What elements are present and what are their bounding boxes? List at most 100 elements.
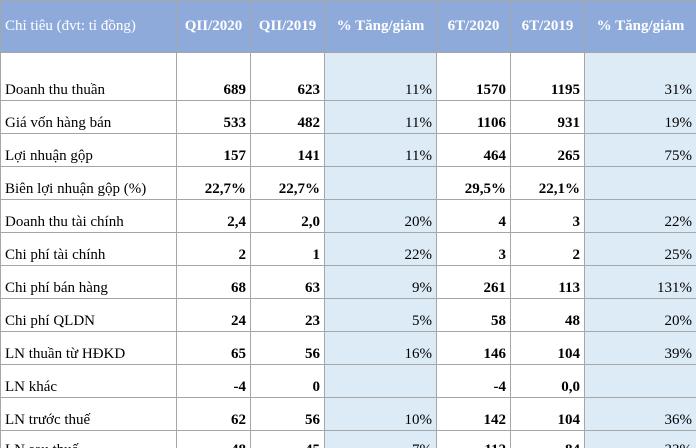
table-row: Giá vốn hàng bán 533 482 11% 1106 931 19% <box>0 100 696 134</box>
q2-2020-value: 24 <box>176 298 251 332</box>
6m-change-value <box>584 166 696 200</box>
row-label: Biên lợi nhuận gộp (%) <box>0 166 177 200</box>
q2-2019-value: 45 <box>250 430 325 448</box>
table-row: Biên lợi nhuận gộp (%) 22,7% 22,7% 29,5% 22,… <box>0 166 696 200</box>
6m-2020-value: 1106 <box>436 100 511 134</box>
row-label: Lợi nhuận gộp <box>0 133 177 167</box>
row-label: LN trước thuế <box>0 397 177 431</box>
q-change-value: 10% <box>324 397 437 431</box>
6m-change-value <box>584 364 696 398</box>
6m-2020-value: 58 <box>436 298 511 332</box>
q-change-value: 5% <box>324 298 437 332</box>
q2-2020-value: 2 <box>176 232 251 266</box>
row-label: Doanh thu thuần <box>0 52 177 101</box>
header-6m-2020: 6T/2020 <box>436 0 511 53</box>
6m-change-value: 39% <box>584 331 696 365</box>
row-label: LN khác <box>0 364 177 398</box>
q2-2020-value: 22,7% <box>176 166 251 200</box>
6m-2019-value: 104 <box>510 397 585 431</box>
q2-2019-value: 1 <box>250 232 325 266</box>
q2-2019-value: 56 <box>250 331 325 365</box>
q2-2020-value: 62 <box>176 397 251 431</box>
table-row: Doanh thu tài chính 2,4 2,0 20% 4 3 22% <box>0 199 696 233</box>
6m-2019-value: 0,0 <box>510 364 585 398</box>
q2-2020-value: 533 <box>176 100 251 134</box>
6m-change-value: 19% <box>584 100 696 134</box>
q2-2020-value: 65 <box>176 331 251 365</box>
header-q2-2020: QII/2020 <box>176 0 251 53</box>
table-row: Chi phí tài chính 2 1 22% 3 2 25% <box>0 232 696 266</box>
6m-change-value: 131% <box>584 265 696 299</box>
table-row: LN khác -4 0 -4 0,0 <box>0 364 696 398</box>
6m-2020-value: 29,5% <box>436 166 511 200</box>
header-q-change: % Tăng/giảm <box>324 0 437 53</box>
6m-2020-value: 142 <box>436 397 511 431</box>
6m-2019-value: 3 <box>510 199 585 233</box>
q2-2020-value: -4 <box>176 364 251 398</box>
6m-2019-value: 265 <box>510 133 585 167</box>
q2-2020-value: 2,4 <box>176 199 251 233</box>
table-row: LN thuần từ HĐKD 65 56 16% 146 104 39% <box>0 331 696 365</box>
6m-change-value: 20% <box>584 298 696 332</box>
row-label: LN sau thuế <box>0 430 177 448</box>
6m-2020-value: 3 <box>436 232 511 266</box>
q-change-value: 7% <box>324 430 437 448</box>
table-row: Chi phí QLDN 24 23 5% 58 48 20% <box>0 298 696 332</box>
6m-2020-value: 1570 <box>436 52 511 101</box>
row-label: Giá vốn hàng bán <box>0 100 177 134</box>
q2-2019-value: 63 <box>250 265 325 299</box>
6m-2020-value: 146 <box>436 331 511 365</box>
6m-2020-value: 112 <box>436 430 511 448</box>
q2-2020-value: 68 <box>176 265 251 299</box>
row-label: Chi phí QLDN <box>0 298 177 332</box>
q-change-value: 11% <box>324 100 437 134</box>
6m-2020-value: -4 <box>436 364 511 398</box>
6m-2019-value: 22,1% <box>510 166 585 200</box>
6m-2019-value: 84 <box>510 430 585 448</box>
q2-2019-value: 482 <box>250 100 325 134</box>
table-row: Lợi nhuận gộp 157 141 11% 464 265 75% <box>0 133 696 167</box>
q2-2019-value: 22,7% <box>250 166 325 200</box>
table-row: Doanh thu thuần 689 623 11% 1570 1195 31% <box>0 52 696 101</box>
6m-2019-value: 48 <box>510 298 585 332</box>
q2-2019-value: 623 <box>250 52 325 101</box>
6m-2019-value: 931 <box>510 100 585 134</box>
6m-change-value: 25% <box>584 232 696 266</box>
table-row: LN sau thuế48457%1128433% <box>0 430 696 448</box>
6m-change-value: 22% <box>584 199 696 233</box>
q-change-value <box>324 166 437 200</box>
header-6m-change: % Tăng/giảm <box>584 0 696 53</box>
6m-2019-value: 113 <box>510 265 585 299</box>
q2-2019-value: 23 <box>250 298 325 332</box>
q-change-value: 20% <box>324 199 437 233</box>
q-change-value: 16% <box>324 331 437 365</box>
q2-2019-value: 2,0 <box>250 199 325 233</box>
6m-2019-value: 104 <box>510 331 585 365</box>
table-row: LN trước thuế 62 56 10% 142 104 36% <box>0 397 696 431</box>
header-6m-2019: 6T/2019 <box>510 0 585 53</box>
q2-2019-value: 141 <box>250 133 325 167</box>
q2-2020-value: 689 <box>176 52 251 101</box>
6m-2019-value: 1195 <box>510 52 585 101</box>
header-q2-2019: QII/2019 <box>250 0 325 53</box>
table-body: Doanh thu thuần 689 623 11% 1570 1195 31% Giá v… <box>0 52 696 448</box>
row-label: Doanh thu tài chính <box>0 199 177 233</box>
q-change-value <box>324 364 437 398</box>
header-indicator: Chỉ tiêu (đvt: tỉ đồng) <box>0 0 177 53</box>
6m-2020-value: 464 <box>436 133 511 167</box>
q2-2019-value: 0 <box>250 364 325 398</box>
q-change-value: 11% <box>324 52 437 101</box>
q-change-value: 11% <box>324 133 437 167</box>
q2-2019-value: 56 <box>250 397 325 431</box>
6m-change-value: 33% <box>584 430 696 448</box>
6m-change-value: 75% <box>584 133 696 167</box>
q-change-value: 22% <box>324 232 437 266</box>
row-label: Chi phí tài chính <box>0 232 177 266</box>
q-change-value: 9% <box>324 265 437 299</box>
header-row: Chỉ tiêu (đvt: tỉ đồng) QII/2020 QII/201… <box>0 0 696 53</box>
6m-change-value: 31% <box>584 52 696 101</box>
table-row: Chi phí bán hàng 68 63 9% 261 113 131% <box>0 265 696 299</box>
6m-2020-value: 4 <box>436 199 511 233</box>
row-label: LN thuần từ HĐKD <box>0 331 177 365</box>
